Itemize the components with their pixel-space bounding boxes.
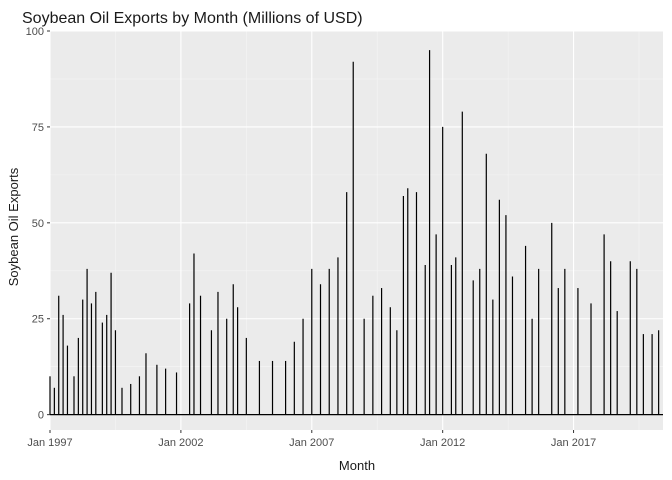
plot-panel — [50, 31, 663, 430]
x-axis-title: Month — [339, 458, 375, 473]
x-axis: Jan 1997 Jan 2002 Jan 2007 Jan 2012 Jan 2017 — [27, 430, 596, 449]
x-tick-label: Jan 1997 — [27, 437, 72, 449]
chart-title: Soybean Oil Exports by Month (Millions o… — [22, 10, 363, 27]
y-axis-title: Soybean Oil Exports — [6, 167, 21, 286]
y-tick-label: 25 — [32, 314, 44, 326]
y-tick-label: 0 — [38, 410, 44, 422]
x-tick-label: Jan 2017 — [551, 437, 596, 449]
y-tick-label: 50 — [32, 218, 44, 230]
grid-minor-lines — [50, 31, 663, 430]
x-tick-label: Jan 2002 — [158, 437, 203, 449]
x-tick-label: Jan 2007 — [289, 437, 334, 449]
y-axis: 0 25 50 75 100 — [26, 26, 50, 422]
data-bars — [49, 50, 663, 416]
y-tick-label: 100 — [26, 26, 44, 38]
y-tick-label: 75 — [32, 122, 44, 134]
x-tick-label: Jan 2012 — [420, 437, 465, 449]
